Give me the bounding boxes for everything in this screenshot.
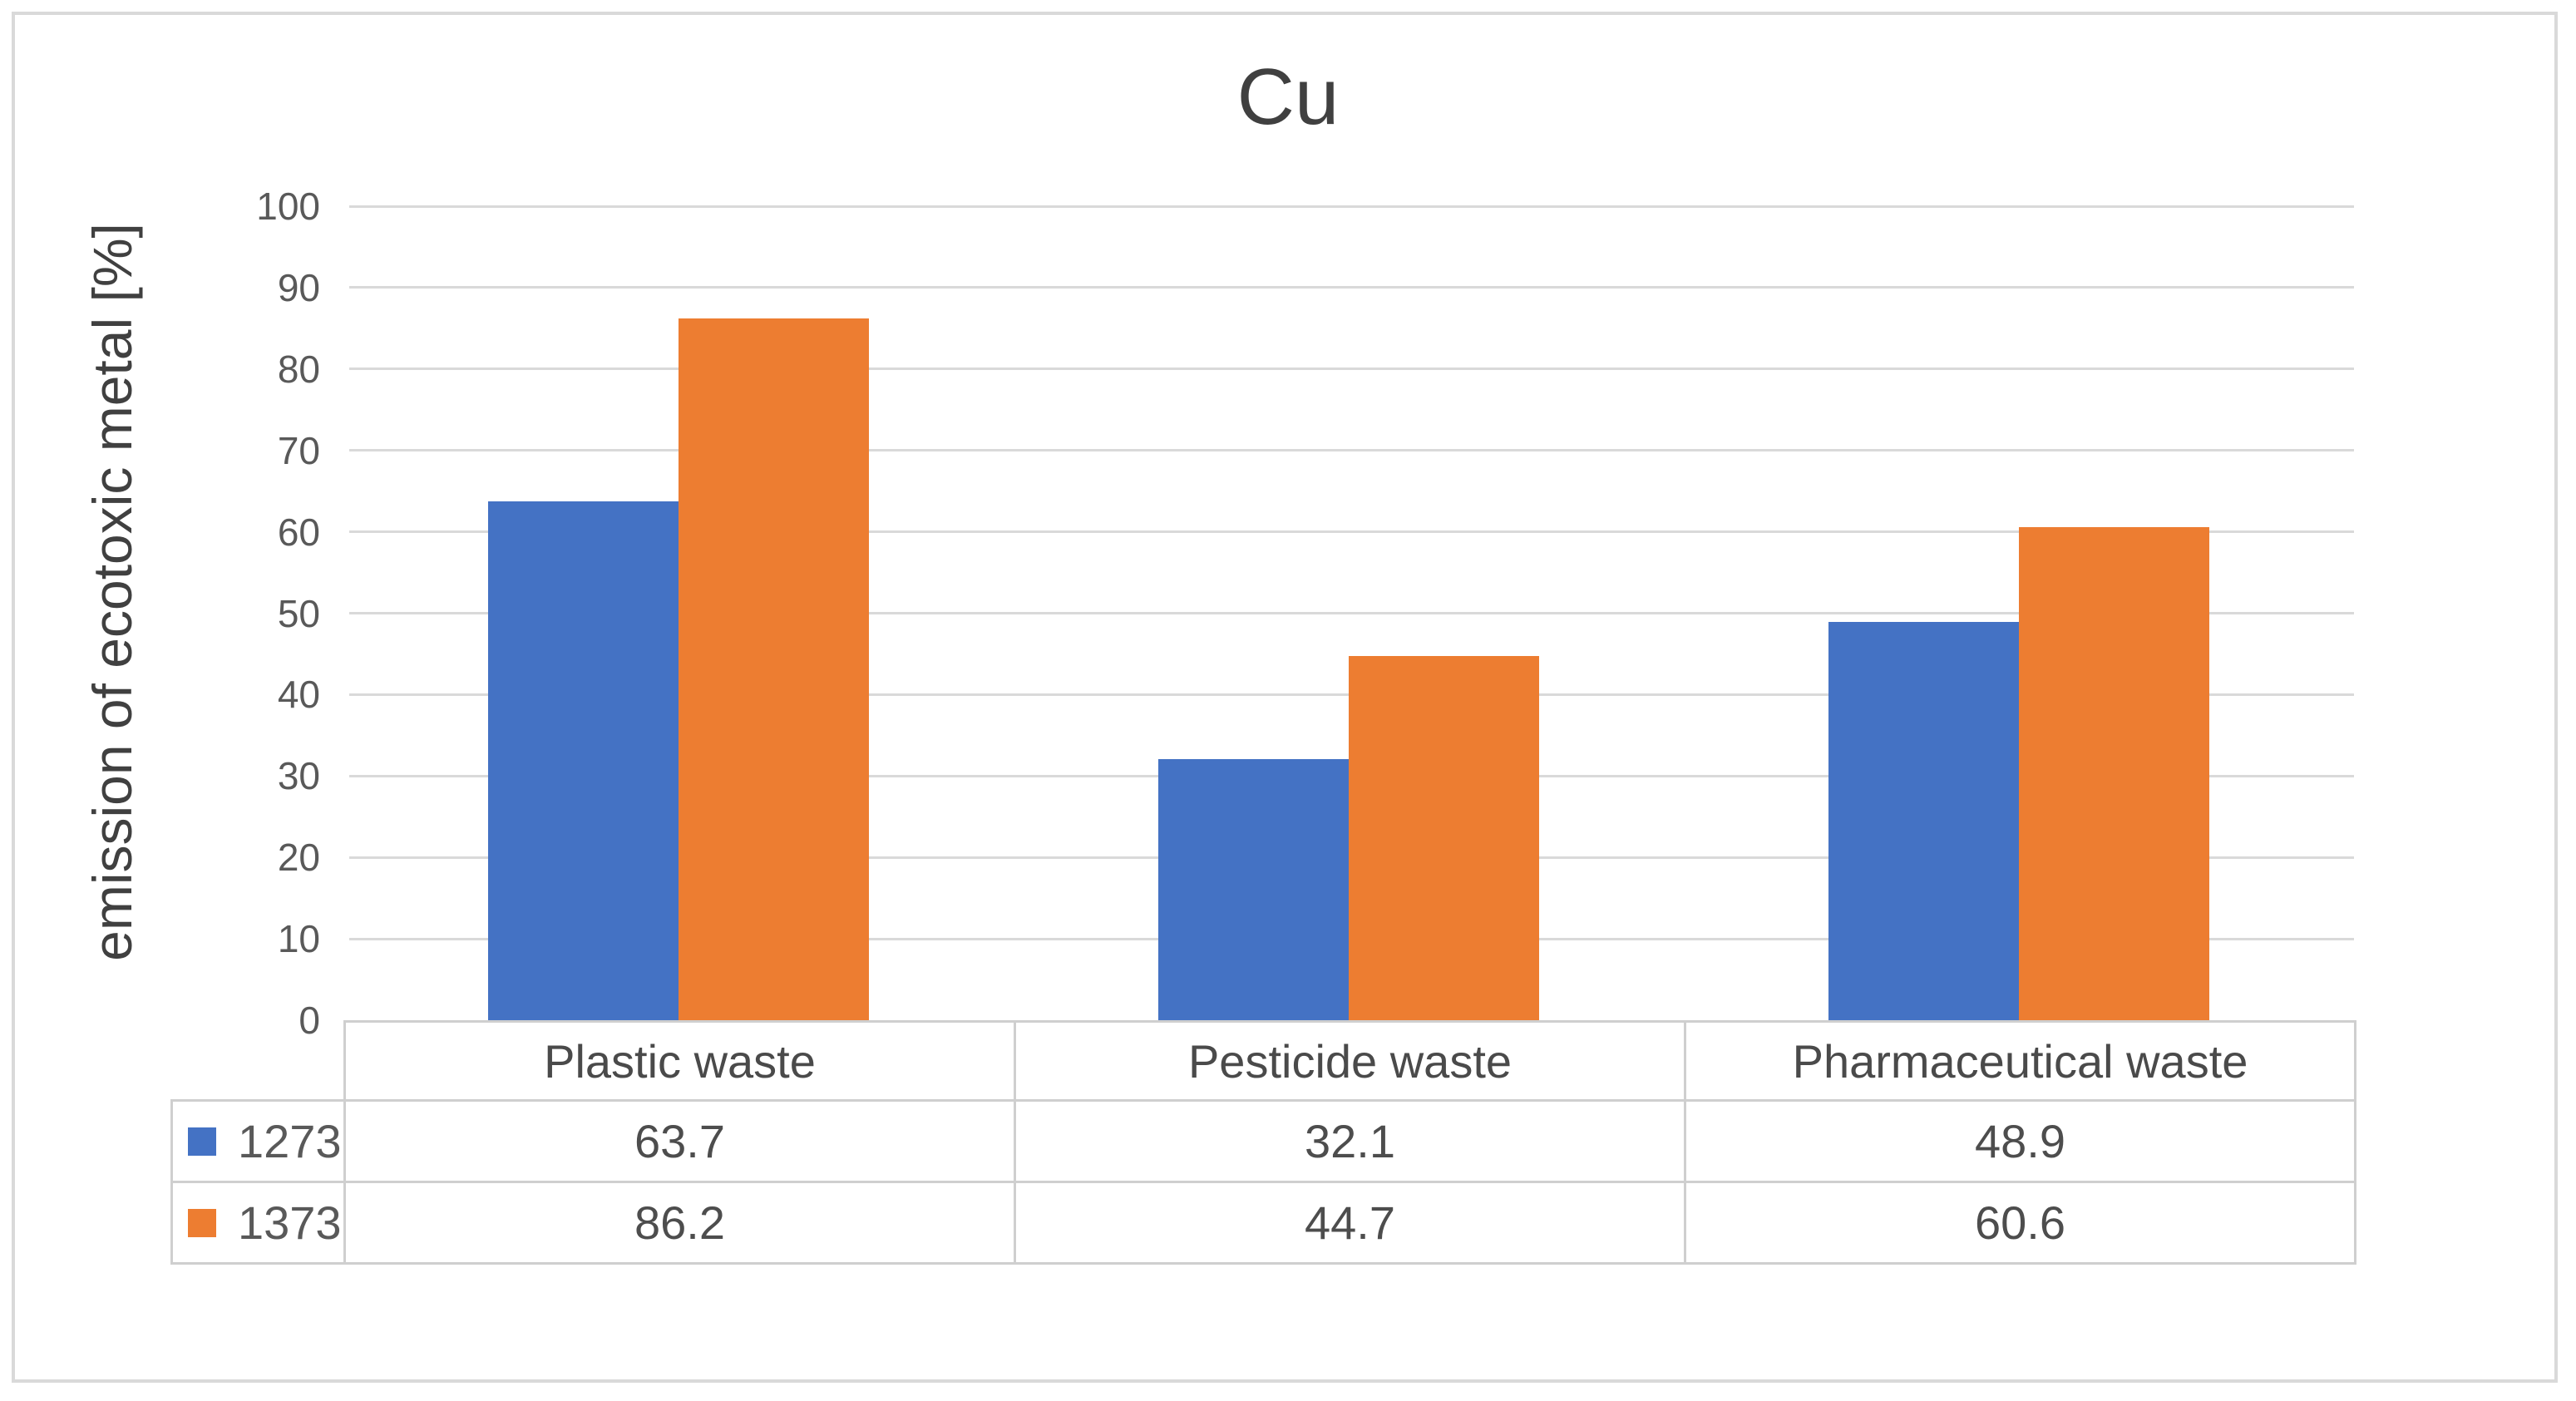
table-value-1373-2: 60.6 (1684, 1181, 2356, 1265)
table-value-1273-2: 48.9 (1684, 1099, 2356, 1181)
table-value-1373-1: 44.7 (1014, 1181, 1684, 1265)
gridline-100 (349, 205, 2354, 208)
table-value-1373-0: 86.2 (343, 1181, 1014, 1265)
y-tick-label-20: 20 (277, 836, 320, 880)
y-tick-label-40: 40 (277, 673, 320, 717)
table-value-1273-0: 63.7 (343, 1099, 1014, 1181)
legend-label-1273: 1273 (238, 1115, 342, 1167)
y-tick-label-70: 70 (277, 428, 320, 472)
gridline-70 (349, 449, 2354, 452)
table-value-1273-1: 32.1 (1014, 1099, 1684, 1181)
y-tick-label-30: 30 (277, 754, 320, 798)
y-tick-label-10: 10 (277, 917, 320, 961)
bar-1373-pesticide-waste (1349, 656, 1539, 1020)
bar-1273-pesticide-waste (1158, 758, 1349, 1020)
legend-swatch-1373 (188, 1208, 216, 1237)
bar-1273-plastic-waste (488, 501, 679, 1020)
table-header-pesticide-waste: Pesticide waste (1014, 1020, 1684, 1099)
y-tick-label-0: 0 (299, 999, 320, 1042)
legend-swatch-1273 (188, 1127, 216, 1156)
chart-title: Cu (1236, 52, 1340, 141)
bar-1273-pharmaceutical-waste (1828, 622, 2019, 1020)
legend-cell-1373: 1373 (170, 1181, 343, 1265)
legend-cell-1273: 1273 (170, 1099, 343, 1181)
y-tick-label-50: 50 (277, 591, 320, 635)
bar-1373-plastic-waste (679, 318, 869, 1020)
y-tick-label-100: 100 (256, 185, 320, 228)
legend-label-1373: 1373 (238, 1196, 342, 1249)
gridline-60 (349, 530, 2354, 534)
bar-1373-pharmaceutical-waste (2019, 526, 2209, 1020)
y-tick-label-80: 80 (277, 347, 320, 391)
gridline-50 (349, 612, 2354, 614)
y-tick-label-90: 90 (277, 265, 320, 309)
plot-area (349, 205, 2354, 1020)
y-tick-label-60: 60 (277, 510, 320, 554)
table-header-plastic-waste: Plastic waste (343, 1020, 1014, 1099)
gridline-80 (349, 368, 2354, 371)
gridline-90 (349, 286, 2354, 289)
table-header-pharmaceutical-waste: Pharmaceutical waste (1684, 1020, 2356, 1099)
